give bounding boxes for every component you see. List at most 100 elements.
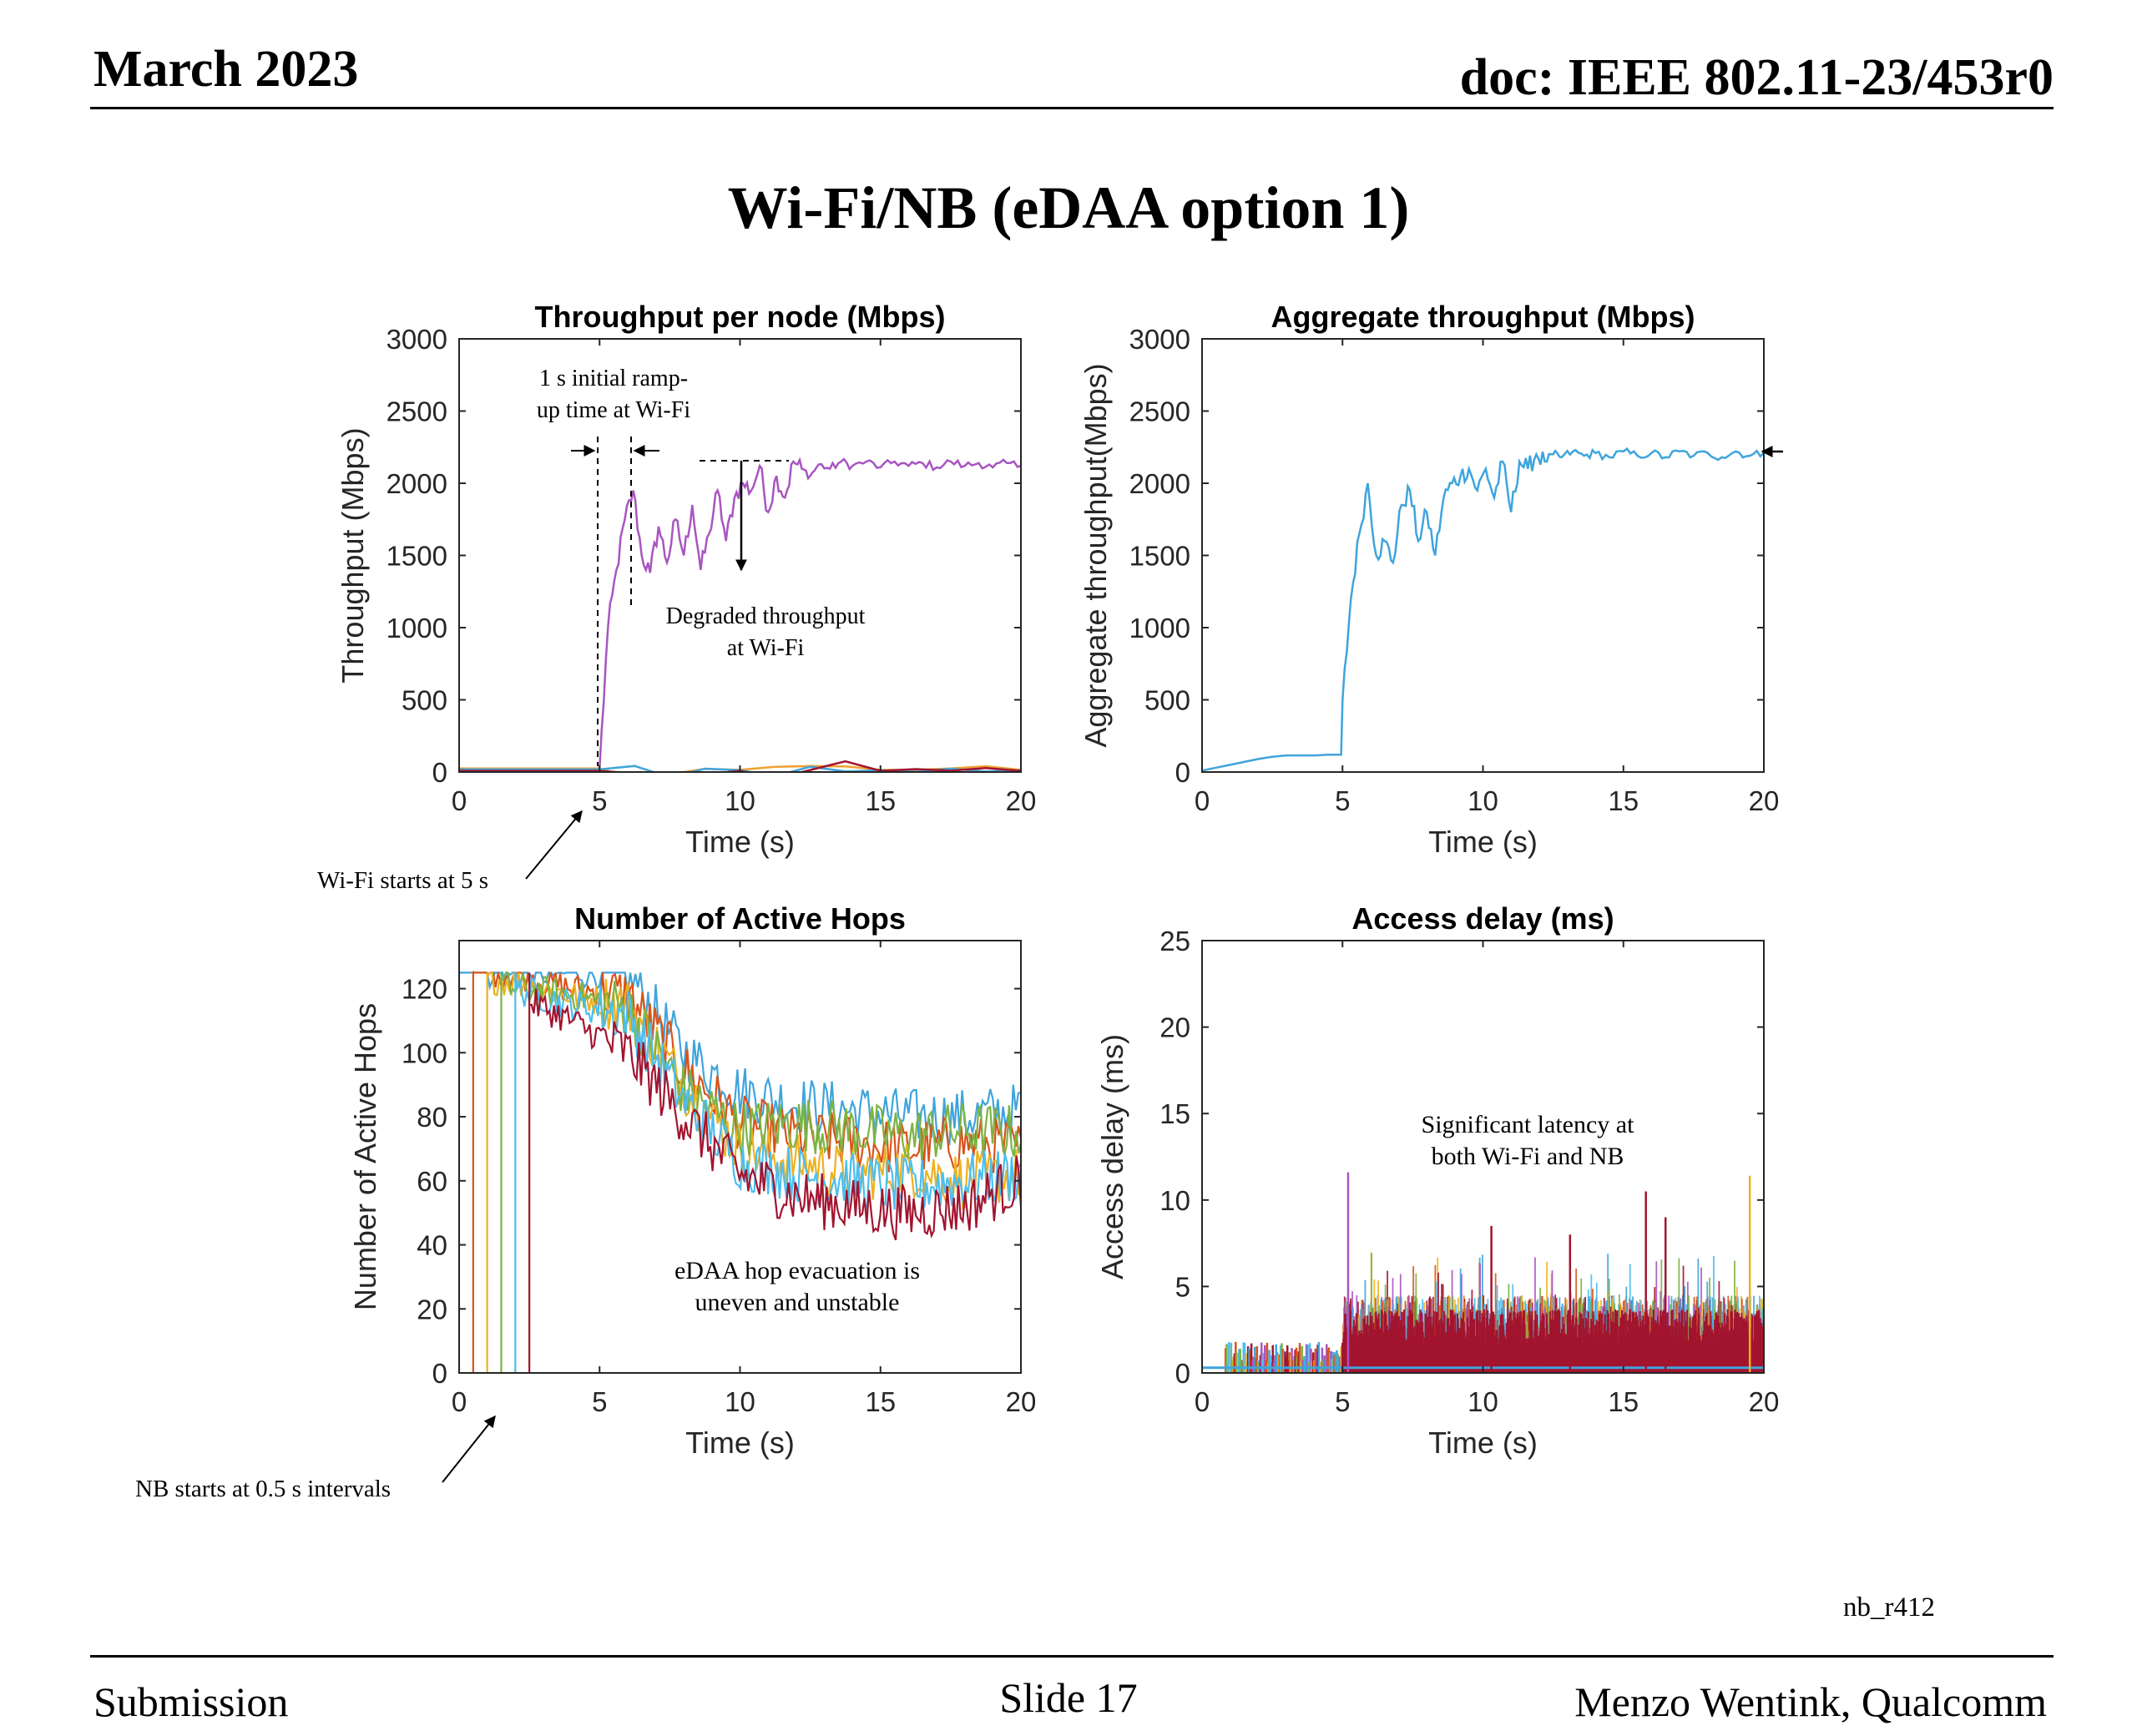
series-line-aggregate (1202, 447, 1764, 772)
header-date: March 2023 (93, 41, 359, 98)
throughput-annotations: 1 s initial ramp- up time at Wi-Fi Degra… (537, 366, 866, 766)
footer-slide-number: Slide 17 (999, 1674, 1138, 1721)
degraded-note-line-1: Degraded throughput (666, 603, 866, 629)
y-tick-label: 0 (1175, 1358, 1190, 1389)
ramp-note-line-1: 1 s initial ramp- (539, 366, 688, 391)
y-axis-label: Access delay (ms) (1095, 1034, 1129, 1279)
chart-access-delay: 0 5 10 15 20 0 5 10 15 20 25 Access delay (ms) Time … (1095, 901, 1779, 1460)
wifi-start-note: Wi-Fi starts at 5 s (317, 867, 488, 894)
delay-note-line-1: Significant latency at (1422, 1111, 1635, 1138)
figure-id-label: nb_r412 (1843, 1592, 1935, 1622)
y-tick-label: 1000 (1129, 613, 1190, 643)
y-axis-label: Throughput (Mbps) (336, 427, 370, 683)
x-tick-label: 20 (1749, 1386, 1780, 1417)
x-tick-label: 10 (1468, 785, 1498, 816)
x-tick-label: 10 (725, 785, 755, 816)
delay-note-line-2: both Wi-Fi and NB (1432, 1143, 1624, 1170)
x-axis-label: Time (s) (1428, 1426, 1538, 1460)
y-tick-label: 60 (417, 1166, 447, 1197)
wifi-start-arrow (525, 810, 583, 880)
degraded-note-line-2: at Wi-Fi (727, 635, 805, 661)
y-tick-label: 3000 (1129, 324, 1190, 355)
plot-area-aggregate: 0 5 10 15 20 0 500 1000 1500 2000 2500 3000 Aggregat… (1079, 300, 1779, 859)
x-tick-label: 15 (865, 1386, 896, 1417)
hops-series-line (486, 971, 1021, 1373)
y-tick-label: 2500 (1129, 396, 1190, 427)
chart-title: Access delay (ms) (1351, 901, 1614, 936)
footer-divider (90, 1655, 2054, 1658)
x-tick-label: 10 (1468, 1386, 1498, 1417)
y-tick-label: 0 (432, 757, 447, 788)
data-series (1202, 447, 1764, 772)
x-tick-label: 15 (1608, 785, 1639, 816)
y-tick-label: 1000 (386, 613, 447, 643)
x-tick-label: 5 (592, 1386, 607, 1417)
header-doc-id: doc: IEEE 802.11-23/453r0 (1459, 49, 2054, 106)
hops-series-line (500, 971, 1021, 1373)
chart-title: Number of Active Hops (574, 901, 906, 936)
y-tick-label: 120 (402, 974, 447, 1005)
x-tick-label: 5 (1335, 1386, 1350, 1417)
hops-note-line-1: eDAA hop evacuation is (674, 1257, 920, 1284)
y-tick-label: 40 (417, 1230, 447, 1261)
x-tick-label: 0 (1195, 1386, 1210, 1417)
x-axis-label: Time (s) (1428, 825, 1538, 859)
y-tick-label: 1500 (1129, 541, 1190, 572)
y-tick-label: 2000 (1129, 468, 1190, 499)
x-tick-label: 0 (452, 785, 467, 816)
axes-frame (1201, 338, 1765, 773)
y-tick-label: 5 (1175, 1271, 1190, 1302)
hops-series-line (528, 972, 1021, 1373)
plot-area-throughput: 0 5 10 15 20 0 500 1000 1500 2000 2500 3000 Throughp… (336, 300, 1036, 859)
y-tick-label: 2000 (386, 468, 447, 499)
x-tick-label: 10 (725, 1386, 755, 1417)
x-tick-label: 15 (865, 785, 896, 816)
y-tick-label: 500 (1144, 685, 1190, 716)
y-tick-label: 1500 (386, 541, 447, 572)
nb-start-note: NB starts at 0.5 s intervals (135, 1476, 391, 1502)
series-line-wifi (459, 457, 1021, 770)
data-series (1202, 1172, 1764, 1373)
x-axis-label: Time (s) (685, 1426, 795, 1460)
x-tick-label: 5 (592, 785, 607, 816)
y-tick-label: 80 (417, 1102, 447, 1133)
plot-area-delay: 0 5 10 15 20 0 5 10 15 20 25 Access delay (ms) Time … (1095, 901, 1779, 1460)
x-tick-label: 0 (452, 1386, 467, 1417)
y-tick-label: 2500 (386, 396, 447, 427)
x-axis-label: Time (s) (685, 825, 795, 859)
x-tick-label: 0 (1195, 785, 1210, 816)
x-tick-label: 15 (1608, 1386, 1639, 1417)
footer-author: Menzo Wentink, Qualcomm (1574, 1678, 2047, 1725)
footer-submission: Submission (93, 1678, 289, 1725)
slide-title: Wi-Fi/NB (eDAA option 1) (727, 174, 1410, 241)
hops-series-line (471, 970, 1021, 1373)
y-tick-label: 15 (1159, 1098, 1190, 1129)
y-tick-label: 500 (402, 685, 447, 716)
data-series (459, 970, 1021, 1373)
chart-title: Aggregate throughput (Mbps) (1271, 300, 1695, 334)
chart-active-hops: 0 5 10 15 20 0 20 40 60 80 100 120 Number of Active … (348, 901, 1036, 1460)
y-tick-label: 20 (1159, 1012, 1190, 1043)
plot-area-hops: 0 5 10 15 20 0 20 40 60 80 100 120 Number of Active … (348, 901, 1036, 1460)
chart-title: Throughput per node (Mbps) (535, 300, 946, 334)
x-tick-label: 20 (1749, 785, 1780, 816)
y-tick-label: 20 (417, 1294, 447, 1325)
y-tick-label: 3000 (386, 324, 447, 355)
hops-note-line-2: uneven and unstable (695, 1289, 900, 1316)
chart-aggregate-throughput: 0 5 10 15 20 0 500 1000 1500 2000 2500 3000 Aggregat… (1079, 300, 1783, 859)
y-tick-label: 100 (402, 1037, 447, 1068)
y-tick-label: 25 (1159, 926, 1190, 956)
ramp-note-line-2: up time at Wi-Fi (537, 397, 690, 423)
y-axis-label: Aggregate throughput(Mbps) (1079, 363, 1113, 747)
x-tick-label: 20 (1006, 1386, 1037, 1417)
y-axis-label: Number of Active Hops (348, 1003, 382, 1310)
header-divider (90, 107, 2054, 109)
chart-throughput-per-node: 0 5 10 15 20 0 500 1000 1500 2000 2500 3000 Throughp… (336, 300, 1036, 859)
y-tick-label: 0 (1175, 757, 1190, 788)
x-tick-label: 5 (1335, 785, 1350, 816)
series-line-nb-3 (459, 760, 1021, 772)
y-tick-label: 10 (1159, 1185, 1190, 1216)
x-tick-label: 20 (1006, 785, 1037, 816)
y-tick-label: 0 (432, 1358, 447, 1389)
